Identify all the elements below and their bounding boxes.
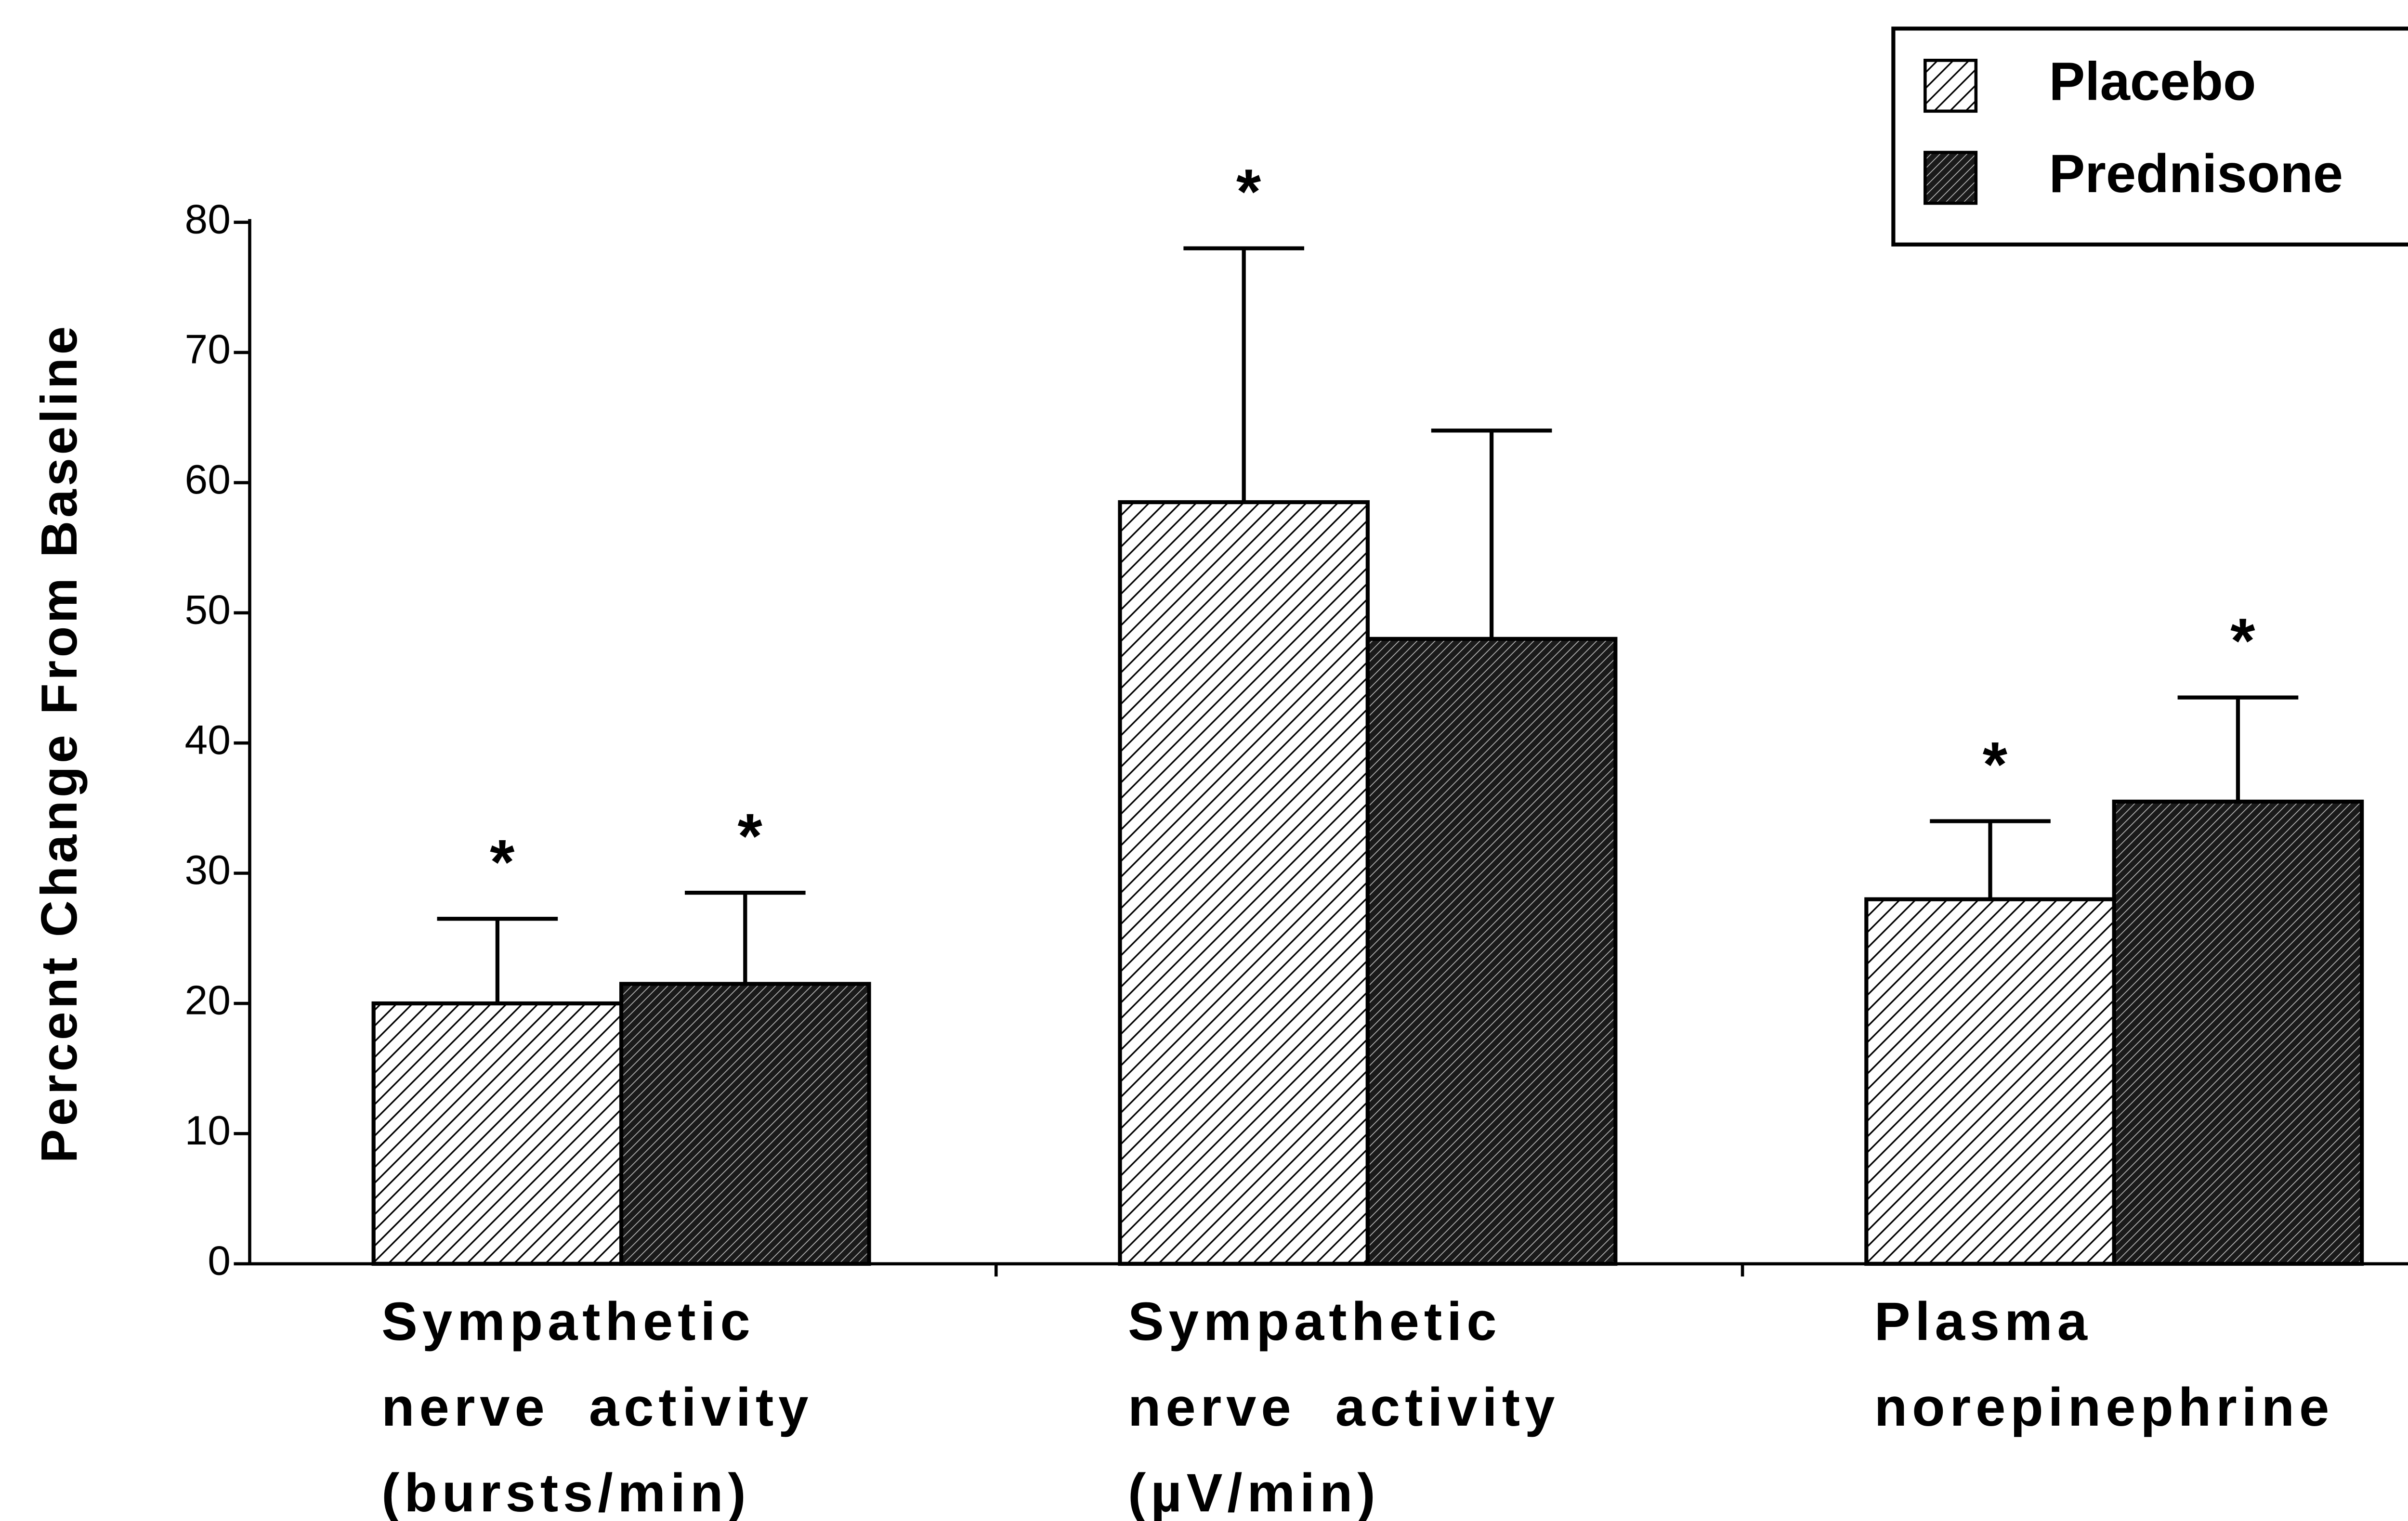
legend-box: [1891, 26, 2408, 247]
significance-marker: *: [490, 827, 515, 897]
bar: [371, 1001, 624, 1266]
significance-marker: *: [1236, 156, 1261, 227]
bar: [2112, 799, 2364, 1266]
legend-swatch: [1924, 59, 1978, 113]
x-tick-label: Sympathetic nerve activity (bursts/min): [381, 1291, 813, 1521]
legend-label: Placebo: [2049, 52, 2256, 112]
bar: [619, 982, 871, 1266]
legend-swatch: [1924, 151, 1978, 205]
bar: [1118, 500, 1370, 1266]
y-tick-label: 50: [185, 586, 231, 633]
legend-label: Prednisone: [2049, 143, 2343, 204]
y-axis-title: Percent Change From Baseline: [31, 323, 88, 1163]
y-tick-label: 0: [208, 1237, 231, 1284]
y-tick-label: 40: [185, 717, 231, 763]
significance-marker: *: [1983, 729, 2008, 800]
bar: [1864, 897, 2116, 1266]
y-tick-label: 20: [185, 977, 231, 1024]
x-tick-label: Sympathetic nerve activity (µV/min): [1128, 1291, 1559, 1521]
y-tick-label: 80: [185, 196, 231, 242]
x-tick-label: Plasma norepinephrine: [1874, 1291, 2334, 1437]
significance-marker: *: [2230, 605, 2255, 676]
significance-marker: *: [738, 801, 763, 871]
y-tick-label: 70: [185, 326, 231, 373]
y-tick-label: 30: [185, 847, 231, 893]
bar: [1365, 637, 1618, 1266]
y-tick-label: 60: [185, 456, 231, 503]
y-tick-label: 10: [185, 1107, 231, 1154]
